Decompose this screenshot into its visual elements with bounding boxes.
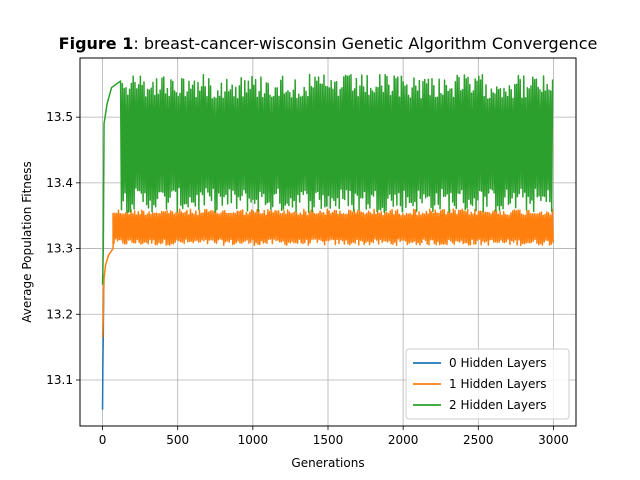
y-tick-label: 13.4: [46, 176, 73, 190]
chart-title: Figure 1: breast-cancer-wisconsin Geneti…: [59, 34, 598, 53]
series-layer: [101, 73, 554, 410]
legend-label: 2 Hidden Layers: [449, 398, 547, 412]
series-line-2: [101, 73, 554, 285]
y-tick-label: 13.2: [46, 307, 73, 321]
legend: 0 Hidden Layers 1 Hidden Layers 2 Hidden L…: [405, 348, 570, 420]
y-axis-title: Average Population Fitness: [20, 161, 34, 323]
x-tick-label: 1500: [313, 433, 344, 447]
series-line-1: [101, 208, 554, 338]
y-tick-label: 13.3: [46, 242, 73, 256]
x-axis-title: Generations: [291, 456, 364, 470]
x-tick-label: 3000: [538, 433, 569, 447]
x-tick-label: 0: [99, 433, 107, 447]
x-tick-label: 500: [166, 433, 189, 447]
y-tick-label: 13.5: [46, 110, 73, 124]
legend-box: [405, 348, 570, 420]
y-axis: 13.1 13.2 13.3 13.4 13.5: [46, 110, 80, 387]
legend-label: 1 Hidden Layers: [449, 377, 547, 391]
chart-title-rest: : breast-cancer-wisconsin Genetic Algori…: [133, 34, 597, 53]
legend-label: 0 Hidden Layers: [449, 356, 547, 370]
y-tick-label: 13.1: [46, 373, 73, 387]
x-tick-label: 1000: [238, 433, 269, 447]
chart-title-prefix: Figure 1: [59, 34, 134, 53]
x-axis: 0 500 1000 1500 2000 2500 3000: [99, 426, 569, 447]
x-tick-label: 2000: [388, 433, 419, 447]
x-tick-label: 2500: [463, 433, 494, 447]
